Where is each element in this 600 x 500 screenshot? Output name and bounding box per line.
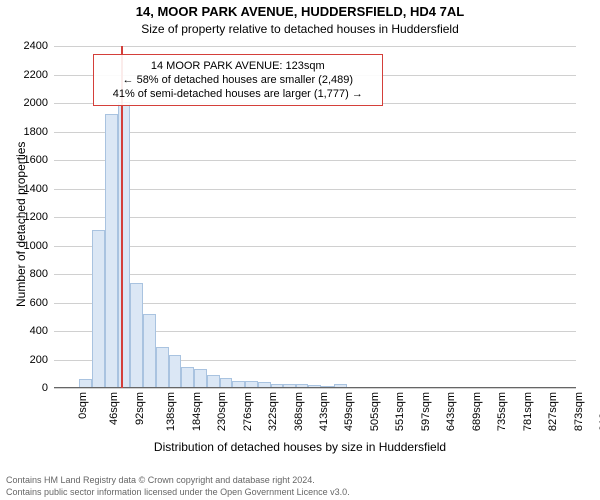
x-tick-label: 643sqm <box>445 392 457 431</box>
y-tick-label: 0 <box>42 382 48 394</box>
annotation-line: 14 MOOR PARK AVENUE: 123sqm <box>102 59 374 73</box>
histogram-bar <box>118 102 131 388</box>
gridline <box>54 160 576 161</box>
y-tick-label: 800 <box>30 268 48 280</box>
x-tick-label: 322sqm <box>268 392 280 431</box>
chart-subtitle: Size of property relative to detached ho… <box>0 22 600 36</box>
gridline <box>54 388 576 389</box>
chart-container: 14, MOOR PARK AVENUE, HUDDERSFIELD, HD4 … <box>0 0 600 500</box>
annotation-box: 14 MOOR PARK AVENUE: 123sqm← 58% of deta… <box>93 54 383 106</box>
annotation-line: ← 58% of detached houses are smaller (2,… <box>102 73 374 87</box>
x-tick-label: 551sqm <box>394 392 406 431</box>
histogram-bar <box>92 230 105 388</box>
x-tick-label: 781sqm <box>522 392 534 431</box>
y-tick-label: 1200 <box>24 211 48 223</box>
x-axis-line <box>54 387 576 388</box>
y-tick-label: 1400 <box>24 183 48 195</box>
footer-line-1: Contains HM Land Registry data © Crown c… <box>0 474 600 486</box>
y-tick-label: 2000 <box>24 97 48 109</box>
y-tick-label: 200 <box>30 354 48 366</box>
gridline <box>54 246 576 247</box>
y-tick-label: 2400 <box>24 40 48 52</box>
y-tick-label: 600 <box>30 297 48 309</box>
gridline <box>54 274 576 275</box>
annotation-line: 41% of semi-detached houses are larger (… <box>102 87 374 101</box>
x-tick-label: 184sqm <box>191 392 203 431</box>
x-axis-label: Distribution of detached houses by size … <box>0 440 600 454</box>
x-tick-label: 0sqm <box>77 392 89 419</box>
footer-line-2: Contains public sector information licen… <box>0 486 600 498</box>
histogram-bar <box>105 114 118 388</box>
histogram-bar <box>143 314 156 388</box>
x-tick-label: 689sqm <box>471 392 483 431</box>
x-tick-label: 459sqm <box>343 392 355 431</box>
histogram-bar <box>130 283 143 388</box>
gridline <box>54 46 576 47</box>
histogram-bar <box>194 369 207 388</box>
x-tick-label: 368sqm <box>293 392 305 431</box>
x-tick-label: 505sqm <box>369 392 381 431</box>
y-tick-label: 1800 <box>24 126 48 138</box>
x-tick-label: 735sqm <box>496 392 508 431</box>
x-tick-label: 873sqm <box>573 392 585 431</box>
x-tick-label: 413sqm <box>318 392 330 431</box>
gridline <box>54 217 576 218</box>
x-tick-label: 597sqm <box>420 392 432 431</box>
histogram-bar <box>181 367 194 388</box>
footer: Contains HM Land Registry data © Crown c… <box>0 474 600 498</box>
x-tick-label: 230sqm <box>217 392 229 431</box>
histogram-bar <box>156 347 169 388</box>
x-tick-label: 46sqm <box>109 392 121 425</box>
y-tick-label: 400 <box>30 325 48 337</box>
y-tick-label: 1600 <box>24 154 48 166</box>
gridline <box>54 132 576 133</box>
y-axis-label: Number of detached properties <box>14 142 28 307</box>
x-tick-label: 92sqm <box>134 392 146 425</box>
plot-area: 0200400600800100012001400160018002000220… <box>54 46 576 388</box>
gridline <box>54 189 576 190</box>
y-tick-label: 1000 <box>24 240 48 252</box>
x-tick-label: 276sqm <box>242 392 254 431</box>
x-tick-label: 827sqm <box>547 392 559 431</box>
chart-title: 14, MOOR PARK AVENUE, HUDDERSFIELD, HD4 … <box>0 4 600 19</box>
y-tick-label: 2200 <box>24 69 48 81</box>
x-tick-label: 138sqm <box>166 392 178 431</box>
histogram-bar <box>169 355 182 388</box>
